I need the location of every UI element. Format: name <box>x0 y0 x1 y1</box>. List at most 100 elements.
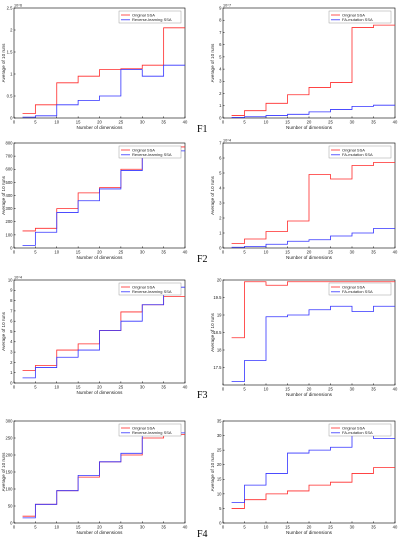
y-tick-label: 10 <box>8 277 13 282</box>
legend-box <box>328 145 392 159</box>
y-tick-label: 250 <box>6 435 14 440</box>
x-tick-label: 40 <box>183 120 188 125</box>
y-tick-label: 8 <box>10 298 13 303</box>
x-tick-label: 5 <box>34 385 37 390</box>
series-line-variant <box>231 435 395 503</box>
y-tick-label: 3 <box>219 79 222 84</box>
y-tick-label: 2.5 <box>7 5 13 10</box>
row-label-f2: F2 <box>197 254 208 265</box>
chart-f4-left: 0 5 10 15 20 25 30 35 40 0 50 100 150 200 250 300 Number… <box>1 418 188 535</box>
y-tick-label: 3 <box>219 200 222 205</box>
x-tick-label: 15 <box>285 120 290 125</box>
series-line-original <box>231 281 395 339</box>
x-tick-label: 15 <box>285 387 290 392</box>
y-tick-label: 100 <box>6 232 14 237</box>
y-tick-label: 700 <box>6 154 14 159</box>
x-tick-label: 15 <box>76 120 81 125</box>
x-tick-label: 35 <box>371 120 376 125</box>
y-tick-label: 18 <box>217 347 222 352</box>
legend-box <box>118 145 182 159</box>
x-tick-label: 30 <box>140 385 145 390</box>
y-tick-label: 0 <box>219 520 222 525</box>
y-tick-label: 18.5 <box>213 330 222 335</box>
y-axis-label: Average of 10 runs <box>210 43 215 82</box>
y-tick-label: 100 <box>6 486 14 491</box>
y-tick-label: 0 <box>219 245 222 250</box>
x-tick-label: 30 <box>140 120 145 125</box>
y-tick-label: 0 <box>10 380 13 385</box>
series-line-original <box>231 24 395 116</box>
y-tick-label: 1 <box>219 103 222 108</box>
x-tick-label: 35 <box>161 525 166 530</box>
y-tick-label: 0 <box>10 115 13 120</box>
x-tick-label: 30 <box>350 525 355 530</box>
x-tick-label: 15 <box>76 525 81 530</box>
x-tick-label: 20 <box>97 250 102 255</box>
row-label-f3: F3 <box>197 390 208 401</box>
legend-entry: FA-mutation SSA <box>342 430 373 435</box>
plot-frame <box>13 7 186 119</box>
x-tick-label: 20 <box>307 387 312 392</box>
y-tick-label: 0 <box>219 115 222 120</box>
y-tick-label: 300 <box>6 206 14 211</box>
y-tick-label: 5 <box>219 170 222 175</box>
x-tick-label: 30 <box>350 250 355 255</box>
series-line-variant <box>22 150 185 246</box>
y-exponent-label: 10^7 <box>223 4 231 8</box>
x-tick-label: 0 <box>13 525 16 530</box>
legend-entry: FA-mutation SSA <box>342 289 373 294</box>
x-tick-label: 5 <box>243 387 246 392</box>
legend-entry: Reverse-learning SSA <box>132 17 172 22</box>
x-tick-label: 10 <box>264 525 269 530</box>
legend-entry: FA-mutation SSA <box>342 17 373 22</box>
x-tick-label: 5 <box>34 525 37 530</box>
x-tick-label: 15 <box>285 250 290 255</box>
x-tick-label: 35 <box>161 385 166 390</box>
x-axis-label: Number of dimensions <box>77 255 124 260</box>
x-tick-label: 10 <box>264 120 269 125</box>
y-axis-label: Average of 10 runs <box>1 43 6 82</box>
plot-frame <box>222 279 396 386</box>
y-tick-label: 25 <box>217 448 222 453</box>
chart-f3-right: 0 5 10 15 20 25 30 35 4017.51818.51919.520Number… <box>210 277 398 397</box>
legend-entry: Original SSA <box>132 12 155 17</box>
x-tick-label: 20 <box>97 525 102 530</box>
x-tick-label: 25 <box>328 120 333 125</box>
y-tick-label: 35 <box>217 418 222 423</box>
x-tick-label: 25 <box>328 525 333 530</box>
x-tick-label: 25 <box>119 525 124 530</box>
x-tick-label: 25 <box>328 250 333 255</box>
y-tick-label: 1 <box>10 71 13 76</box>
x-tick-label: 20 <box>307 120 312 125</box>
x-tick-label: 35 <box>371 250 376 255</box>
x-tick-label: 40 <box>183 250 188 255</box>
x-tick-label: 40 <box>183 525 188 530</box>
legend-box <box>118 282 182 296</box>
y-tick-label: 800 <box>6 140 14 145</box>
x-tick-label: 15 <box>76 385 81 390</box>
y-tick-label: 6 <box>219 155 222 160</box>
x-tick-label: 5 <box>243 120 246 125</box>
series-line-variant <box>22 286 185 379</box>
y-tick-label: 4 <box>10 339 13 344</box>
legend-entry: Original SSA <box>342 12 365 17</box>
x-tick-label: 15 <box>285 525 290 530</box>
y-exponent-label: 10^4 <box>14 276 22 280</box>
x-tick-label: 20 <box>307 250 312 255</box>
y-tick-label: 150 <box>6 469 14 474</box>
legend-entry: Original SSA <box>342 147 365 152</box>
x-tick-label: 30 <box>350 120 355 125</box>
legend-entry: FA-mutation SSA <box>342 152 373 157</box>
x-tick-label: 10 <box>54 525 59 530</box>
y-tick-label: 1.5 <box>7 49 13 54</box>
chart-f2-left: 0 5 10 15 20 25 30 35 40010020030040050060070080… <box>1 140 188 260</box>
x-tick-label: 25 <box>119 385 124 390</box>
x-tick-label: 10 <box>264 250 269 255</box>
legend-entry: Reverse-learning SSA <box>132 289 172 294</box>
x-axis-label: Number of dimensions <box>77 530 124 535</box>
row-label-f4: F4 <box>197 529 208 540</box>
x-tick-label: 20 <box>307 525 312 530</box>
series-line-original <box>22 27 185 114</box>
legend-box <box>118 10 182 24</box>
